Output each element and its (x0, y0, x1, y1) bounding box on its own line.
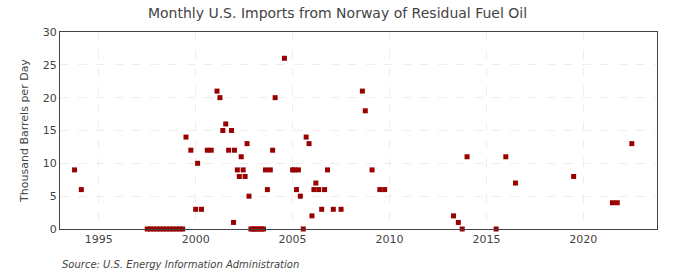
svg-text:20: 20 (43, 92, 57, 105)
svg-text:2005: 2005 (279, 233, 307, 246)
svg-text:Source: U.S. Energy Informatio: Source: U.S. Energy Information Administ… (62, 259, 299, 270)
svg-text:25: 25 (43, 59, 57, 72)
svg-text:Monthly U.S. Imports from Norw: Monthly U.S. Imports from Norway of Resi… (148, 5, 527, 21)
svg-text:15: 15 (43, 124, 57, 137)
svg-text:0: 0 (50, 223, 57, 236)
svg-text:2015: 2015 (472, 233, 500, 246)
svg-text:1995: 1995 (85, 233, 113, 246)
svg-text:30: 30 (43, 26, 57, 39)
svg-text:2000: 2000 (182, 233, 210, 246)
svg-text:2020: 2020 (569, 233, 597, 246)
svg-text:2010: 2010 (376, 233, 404, 246)
svg-text:Thousand Barrels per Day: Thousand Barrels per Day (18, 59, 31, 203)
svg-text:5: 5 (50, 190, 57, 203)
svg-text:10: 10 (43, 157, 57, 170)
